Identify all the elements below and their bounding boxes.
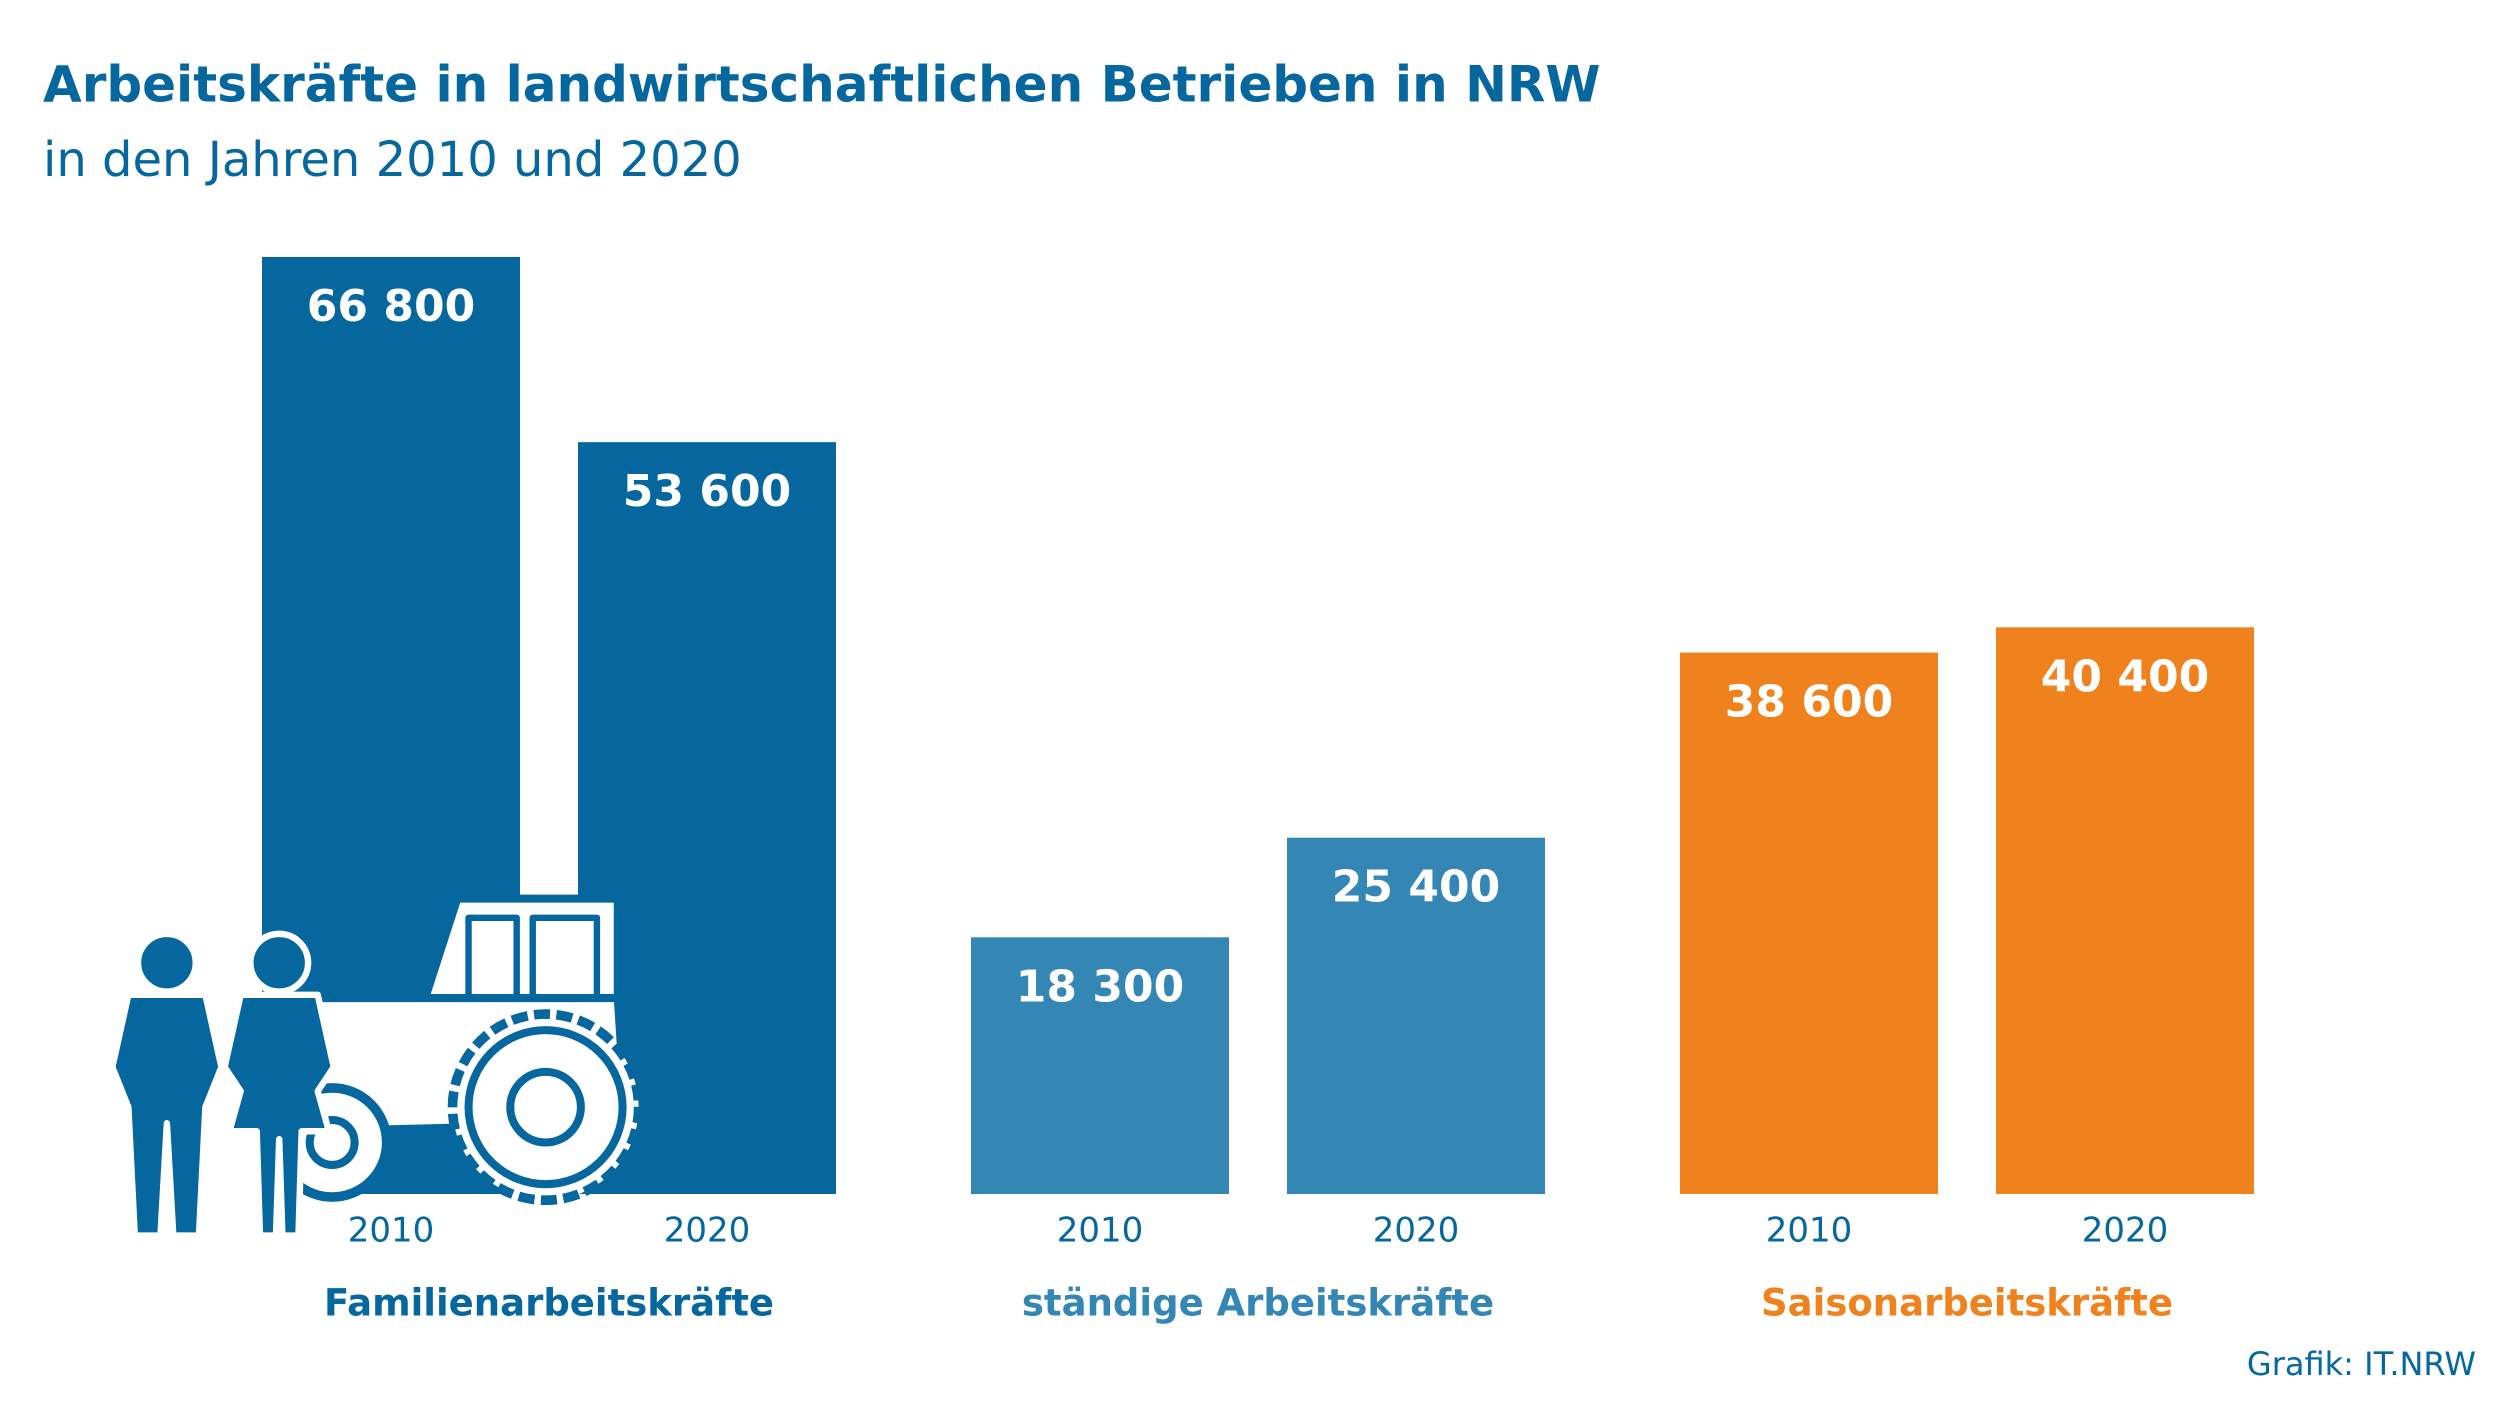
value-label: 38 600 xyxy=(1725,677,1893,728)
group-label: Familienarbeitskräfte xyxy=(324,1282,774,1325)
group-label: ständige Arbeitskräfte xyxy=(1022,1282,1494,1325)
x-tick-label: 2010 xyxy=(1057,1211,1144,1251)
x-tick-label: 2020 xyxy=(1373,1211,1460,1251)
bar xyxy=(1996,627,2254,1194)
group-label: Saisonarbeitskräfte xyxy=(1761,1282,2173,1325)
x-tick-label: 2020 xyxy=(2082,1211,2169,1251)
value-label: 40 400 xyxy=(2041,651,2209,702)
bar xyxy=(971,937,1229,1194)
illustration xyxy=(109,894,644,1239)
chart-title: Arbeitskräfte in landwirtschaftlichen Be… xyxy=(43,56,1601,114)
x-tick-label: 2020 xyxy=(664,1211,751,1251)
x-tick-label: 2010 xyxy=(348,1211,435,1251)
bar xyxy=(1287,837,1545,1194)
x-tick-label: 2010 xyxy=(1766,1211,1853,1251)
bar xyxy=(1680,652,1938,1194)
source: Grafik: IT.NRW xyxy=(2247,1345,2476,1383)
value-label: 66 800 xyxy=(307,281,475,332)
value-label: 53 600 xyxy=(623,466,791,517)
chart-subtitle: in den Jahren 2010 und 2020 xyxy=(43,132,742,188)
value-label: 25 400 xyxy=(1332,862,1500,913)
value-label: 18 300 xyxy=(1016,961,1184,1012)
bars xyxy=(262,257,2254,1194)
